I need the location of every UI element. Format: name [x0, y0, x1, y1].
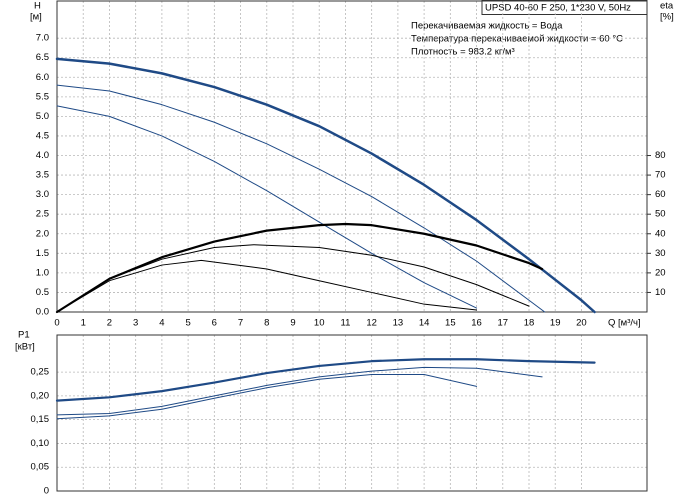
- y-tick-label: 6.0: [36, 72, 49, 83]
- y-unit: [кВт]: [15, 342, 35, 353]
- y-tick-label: 0.0: [36, 307, 49, 318]
- y2-tick-label: 70: [655, 170, 666, 181]
- x-tick-label: 13: [393, 318, 404, 329]
- y2-tick-label: 80: [655, 150, 666, 161]
- y-tick-label: 0,10: [31, 438, 50, 449]
- x-tick-label: 12: [366, 318, 377, 329]
- x-tick-label: 0: [54, 318, 59, 329]
- y-tick-label: 5.0: [36, 111, 49, 122]
- y2-unit: [%]: [660, 12, 674, 23]
- y-tick-label: 2.0: [36, 228, 49, 239]
- y2-label: eta: [660, 1, 674, 12]
- y-label: P1: [18, 330, 30, 341]
- x-tick-label: 5: [185, 318, 190, 329]
- x-tick-label: 17: [497, 318, 508, 329]
- x-tick-label: 20: [576, 318, 587, 329]
- y-unit: [м]: [30, 12, 42, 23]
- x-tick-label: 1: [81, 318, 86, 329]
- y-tick-label: 0.5: [36, 287, 49, 298]
- plot-frame: [56, 334, 648, 492]
- y-tick-label: 6.5: [36, 52, 49, 63]
- x-label: Q [м³/ч]: [608, 318, 641, 329]
- y-label: H: [34, 1, 41, 12]
- y-tick-label: 0: [44, 486, 49, 497]
- y-tick-label: 3.0: [36, 189, 49, 200]
- x-tick-label: 15: [445, 318, 456, 329]
- x-tick-label: 16: [471, 318, 482, 329]
- y-tick-label: 0,25: [31, 367, 50, 378]
- y2-tick-label: 60: [655, 189, 666, 200]
- curve: [56, 84, 546, 313]
- y2-tick-label: 10: [655, 287, 666, 298]
- curve: [56, 105, 478, 309]
- annotation: Плотность = 983.2 кг/м³: [411, 47, 515, 58]
- y-tick-label: 3.5: [36, 170, 49, 181]
- y-tick-label: 5.5: [36, 91, 49, 102]
- annotation: Температура перекачиваемой жидкости = 60…: [411, 34, 623, 45]
- x-tick-label: 3: [133, 318, 138, 329]
- curve: [56, 373, 478, 420]
- annotation: Перекачиваемая жидкость = Вода: [411, 21, 563, 32]
- curve: [55, 222, 544, 314]
- header: UPSD 40-60 F 250, 1*230 V, 50Hz: [485, 3, 631, 14]
- x-tick-label: 19: [550, 318, 561, 329]
- y-tick-label: 2.5: [36, 209, 49, 220]
- x-tick-label: 4: [159, 318, 164, 329]
- y-tick-label: 1.0: [36, 267, 49, 278]
- y2-tick-label: 30: [655, 248, 666, 259]
- x-tick-label: 14: [419, 318, 430, 329]
- y2-tick-label: 20: [655, 267, 666, 278]
- curve: [55, 358, 596, 402]
- y-tick-label: 4.5: [36, 130, 49, 141]
- x-tick-label: 6: [212, 318, 217, 329]
- y-tick-label: 0,20: [31, 390, 50, 401]
- y2-tick-label: 40: [655, 228, 666, 239]
- y-tick-label: 7.0: [36, 33, 49, 44]
- curve: [56, 259, 478, 313]
- x-tick-label: 9: [290, 318, 295, 329]
- x-tick-label: 18: [524, 318, 535, 329]
- x-tick-label: 10: [314, 318, 325, 329]
- x-tick-label: 7: [238, 318, 243, 329]
- x-tick-label: 2: [107, 318, 112, 329]
- y-tick-label: 1.5: [36, 248, 49, 259]
- curve: [56, 244, 530, 313]
- curve: [56, 366, 543, 416]
- y-tick-label: 0,05: [31, 462, 50, 473]
- y2-tick-label: 50: [655, 209, 666, 220]
- plot-frame: [56, 0, 648, 313]
- y-tick-label: 0,15: [31, 414, 50, 425]
- x-tick-label: 8: [264, 318, 269, 329]
- x-tick-label: 11: [341, 318, 351, 329]
- y-tick-label: 4.0: [36, 150, 49, 161]
